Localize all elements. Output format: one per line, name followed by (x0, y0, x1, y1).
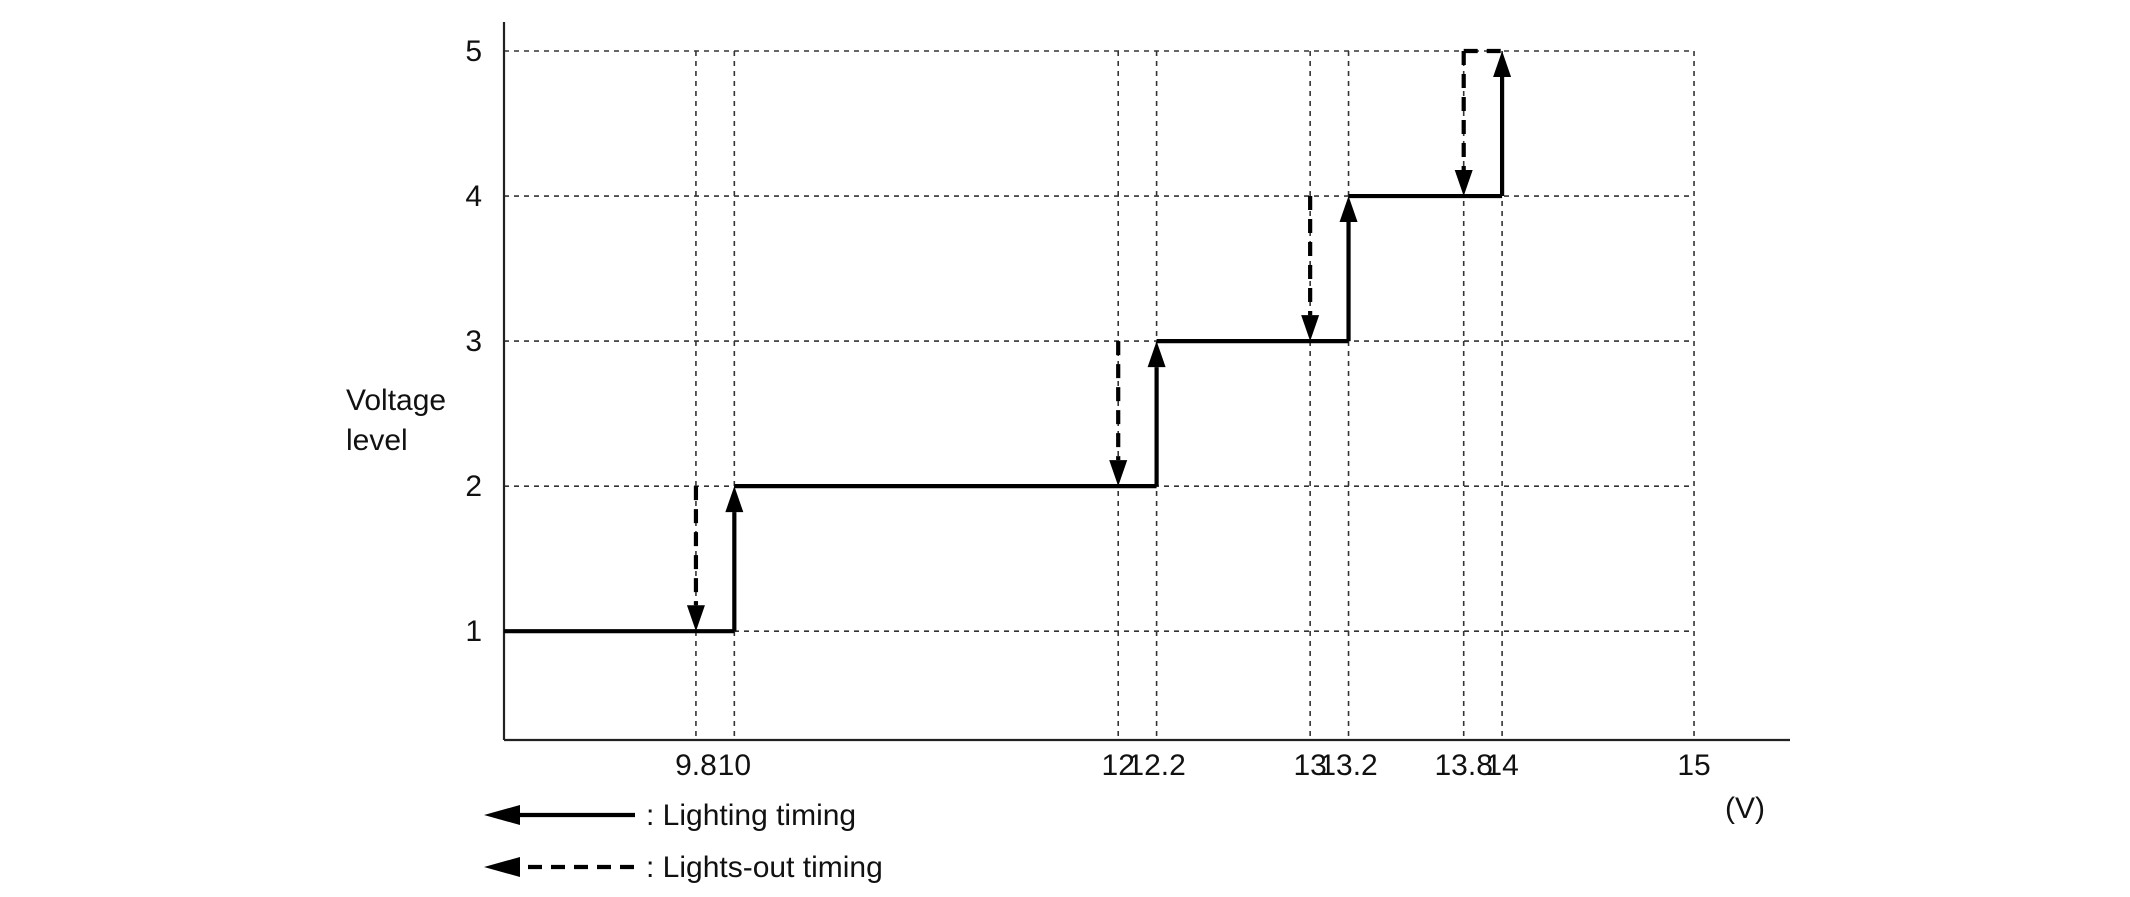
series (504, 48, 1512, 634)
legend-label-lights-out: : Lights-out timing (646, 851, 883, 884)
x-tick-label: 10 (718, 749, 751, 782)
legend: : Lighting timing : Lights-out timing (484, 799, 883, 884)
y-axis-label-line1: Voltage (346, 384, 446, 417)
lighting-arrowhead-4 (1493, 51, 1512, 78)
x-tick-label: 14 (1485, 749, 1518, 782)
x-tick-label: 13.2 (1319, 749, 1377, 782)
grid (504, 50, 1695, 740)
legend-entry-lights-out: : Lights-out timing (484, 851, 883, 884)
y-axis-label-line2: level (346, 424, 408, 457)
y-tick-labels: 1 2 3 4 5 (465, 35, 482, 648)
legend-arrowhead-dashed (484, 857, 520, 877)
lights-out-arrowhead-4 (1454, 170, 1473, 197)
legend-label-lighting: : Lighting timing (646, 799, 856, 832)
x-tick-label: 9.8 (675, 749, 717, 782)
y-tick-label: 5 (465, 35, 482, 68)
y-tick-label: 2 (465, 470, 482, 503)
y-tick-label: 1 (465, 615, 482, 648)
legend-arrowhead-solid (484, 805, 520, 825)
x-tick-label: 15 (1677, 749, 1710, 782)
y-tick-label: 3 (465, 325, 482, 358)
axes (502, 22, 1790, 742)
legend-entry-lighting: : Lighting timing (484, 799, 856, 832)
lighting-arrowhead-1 (725, 486, 744, 513)
lights-out-arrowhead-3 (1301, 315, 1320, 342)
lighting-arrowhead-2 (1147, 341, 1166, 368)
x-tick-label: 12 (1102, 749, 1135, 782)
y-tick-label: 4 (465, 180, 482, 213)
lights-out-arrowhead-2 (1109, 460, 1128, 487)
lights-out-arrowhead-1 (686, 605, 705, 632)
x-tick-label: 12.2 (1127, 749, 1185, 782)
lighting-arrowhead-3 (1339, 196, 1358, 223)
x-tick-label: 13.8 (1435, 749, 1493, 782)
x-tick-label: 13 (1293, 749, 1326, 782)
x-axis-unit: (V) (1725, 792, 1765, 825)
